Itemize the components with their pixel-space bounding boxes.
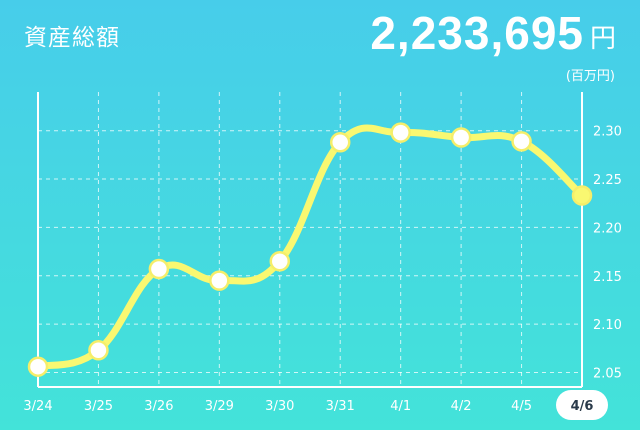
data-points <box>27 122 593 377</box>
x-tick-label: 3/24 <box>23 399 52 414</box>
selected-date-tab-bg <box>556 390 608 420</box>
x-tick-label: 4/1 <box>390 399 411 414</box>
data-point <box>269 251 291 272</box>
data-point <box>450 127 472 148</box>
x-tick-labels: 3/24 3/25 3/26 3/29 3/30 3/31 4/1 4/2 4/5 4/6 <box>23 390 608 420</box>
y-axis-unit-label: (百万円) <box>566 69 615 84</box>
currency-unit: 円 <box>589 24 616 54</box>
total-assets-value: 2,233,695 <box>370 7 584 59</box>
series-line <box>34 124 586 371</box>
data-point <box>209 270 230 291</box>
x-tick-label: 3/25 <box>84 399 113 414</box>
y-tick-labels: 2.05 2.10 2.15 2.20 2.25 2.30 <box>593 125 622 382</box>
x-tick-label: 3/30 <box>265 399 294 414</box>
y-tick-label: 2.30 <box>593 125 622 140</box>
data-point <box>148 258 170 280</box>
y-tick-label: 2.10 <box>593 318 622 333</box>
x-tick-label: 4/2 <box>451 399 472 414</box>
x-tick-label: 3/26 <box>144 399 173 414</box>
data-point <box>88 339 109 361</box>
y-tick-label: 2.05 <box>593 366 622 381</box>
y-tick-label: 2.20 <box>593 221 622 236</box>
data-point <box>390 122 411 143</box>
data-point <box>511 131 532 152</box>
header: 資産総額 2,233,695 円 <box>0 0 640 70</box>
data-point-current <box>571 185 593 206</box>
x-tick-label: 3/29 <box>205 399 234 414</box>
x-tick-label: 3/31 <box>326 399 355 414</box>
x-tick-label: 4/5 <box>511 399 532 414</box>
data-point <box>27 356 49 377</box>
page-title: 資産総額 <box>24 25 120 51</box>
data-point <box>329 132 351 153</box>
y-tick-label: 2.15 <box>593 270 622 285</box>
selected-date-tab[interactable]: 4/6 <box>556 390 608 420</box>
y-tick-label: 2.25 <box>593 173 622 188</box>
x-tick-label-selected: 4/6 <box>571 399 594 414</box>
